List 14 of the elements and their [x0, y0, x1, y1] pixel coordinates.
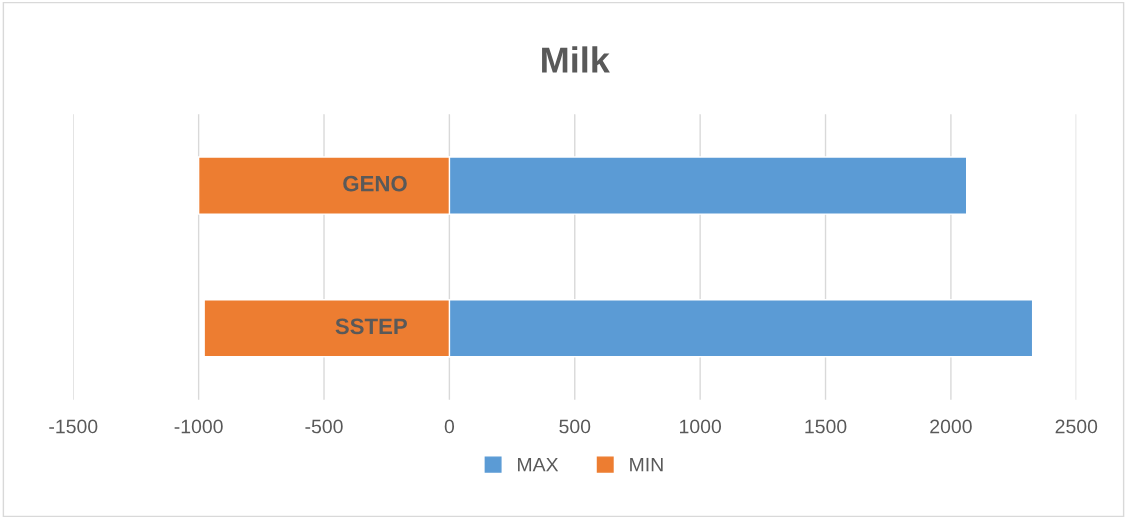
- chart-title: Milk: [542, 46, 610, 73]
- legend-label: MAX: [518, 457, 559, 472]
- y-tick-label: GENO: [343, 175, 407, 192]
- x-tick-label: 0: [444, 419, 455, 434]
- x-tick-label: -500: [305, 419, 343, 434]
- x-tick-label: -1000: [174, 419, 223, 434]
- x-tick-label: 500: [559, 419, 591, 434]
- x-tick-label: 1500: [805, 419, 847, 434]
- x-tick-label: -1500: [49, 419, 98, 434]
- y-tick-label: SSTEP: [335, 318, 407, 335]
- x-tick-label: 1000: [680, 419, 722, 434]
- legend-label: MIN: [630, 457, 663, 472]
- x-tick-label: 2000: [930, 419, 972, 434]
- x-tick-label: 2500: [1055, 419, 1098, 434]
